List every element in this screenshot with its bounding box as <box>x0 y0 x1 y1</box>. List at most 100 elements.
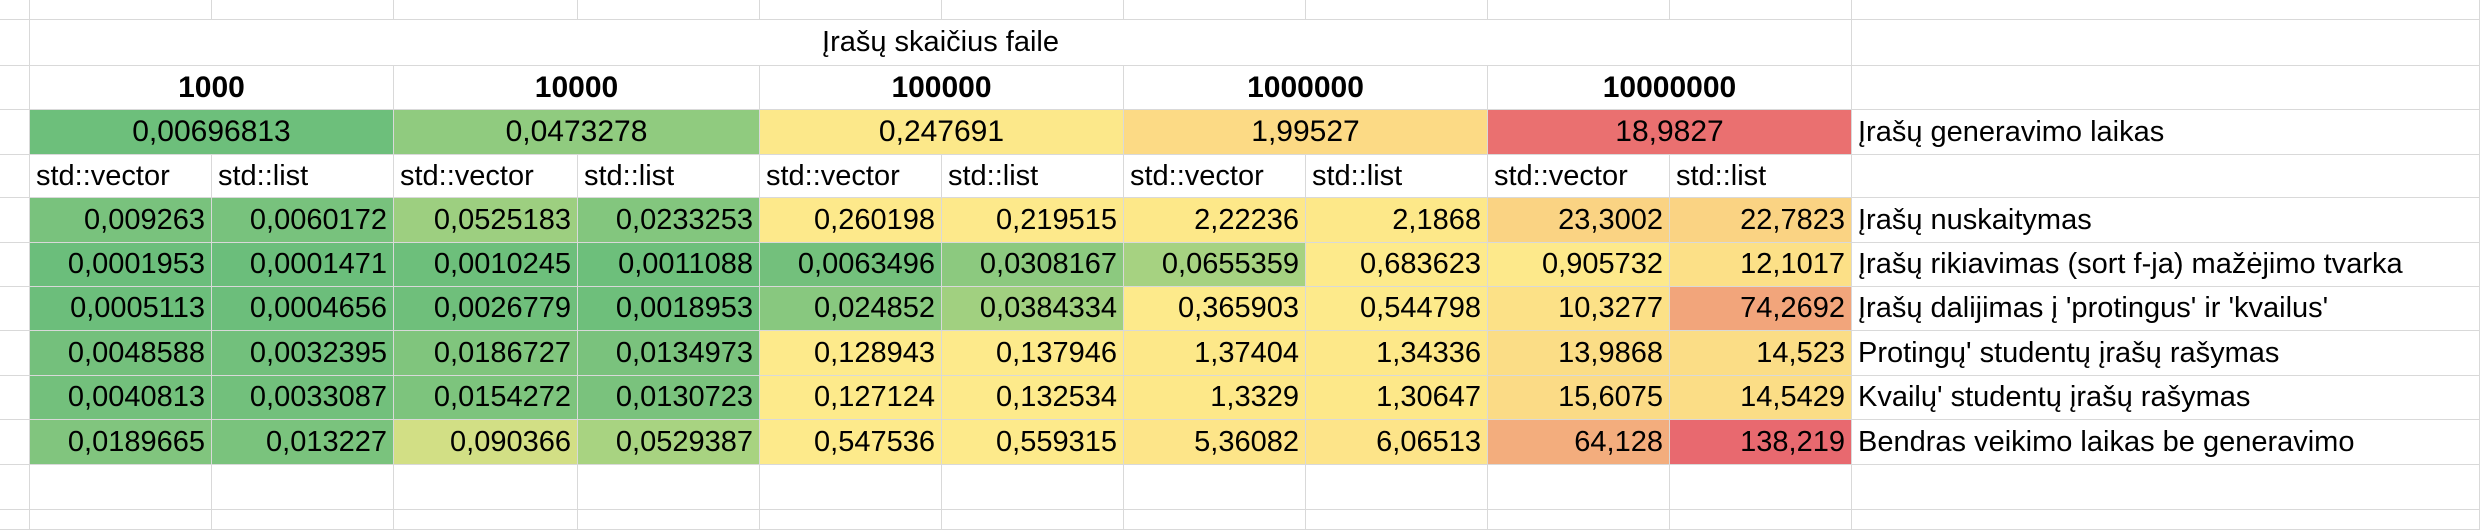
row-label[interactable]: Protingų' studentų įrašų rašymas <box>1852 331 2480 376</box>
empty-cell[interactable] <box>1670 465 1852 510</box>
empty-cell[interactable] <box>760 510 942 530</box>
data-cell[interactable]: 0,0018953 <box>578 287 760 331</box>
size-header[interactable]: 1000000 <box>1124 66 1488 110</box>
container-header[interactable]: std::vector <box>1124 155 1306 198</box>
data-cell[interactable]: 0,0189665 <box>30 420 212 465</box>
empty-cell[interactable] <box>0 20 30 66</box>
empty-cell[interactable] <box>1306 510 1488 530</box>
data-cell[interactable]: 0,0186727 <box>394 331 578 376</box>
empty-cell[interactable] <box>1852 66 2480 110</box>
container-header[interactable]: std::vector <box>1488 155 1670 198</box>
empty-cell[interactable] <box>30 0 212 20</box>
data-cell[interactable]: 22,7823 <box>1670 198 1852 243</box>
empty-cell[interactable] <box>394 510 578 530</box>
generation-cell[interactable]: 0,247691 <box>760 110 1124 155</box>
data-cell[interactable]: 0,009263 <box>30 198 212 243</box>
generation-label[interactable]: Įrašų generavimo laikas <box>1852 110 2480 155</box>
empty-cell[interactable] <box>0 465 30 510</box>
data-cell[interactable]: 0,0525183 <box>394 198 578 243</box>
data-cell[interactable]: 0,559315 <box>942 420 1124 465</box>
container-header[interactable]: std::vector <box>760 155 942 198</box>
size-header[interactable]: 100000 <box>760 66 1124 110</box>
data-cell[interactable]: 0,547536 <box>760 420 942 465</box>
empty-cell[interactable] <box>1124 510 1306 530</box>
empty-cell[interactable] <box>942 465 1124 510</box>
data-cell[interactable]: 0,219515 <box>942 198 1124 243</box>
data-cell[interactable]: 1,30647 <box>1306 376 1488 420</box>
empty-cell[interactable] <box>1124 0 1306 20</box>
generation-cell[interactable]: 0,00696813 <box>30 110 394 155</box>
container-header[interactable]: std::vector <box>394 155 578 198</box>
empty-cell[interactable] <box>212 0 394 20</box>
empty-cell[interactable] <box>1306 465 1488 510</box>
data-cell[interactable]: 0,544798 <box>1306 287 1488 331</box>
data-cell[interactable]: 0,0005113 <box>30 287 212 331</box>
empty-cell[interactable] <box>0 376 30 420</box>
data-cell[interactable]: 2,1868 <box>1306 198 1488 243</box>
data-cell[interactable]: 0,0026779 <box>394 287 578 331</box>
empty-cell[interactable] <box>942 510 1124 530</box>
empty-cell[interactable] <box>0 287 30 331</box>
data-cell[interactable]: 64,128 <box>1488 420 1670 465</box>
data-cell[interactable]: 0,0308167 <box>942 243 1124 287</box>
empty-cell[interactable] <box>212 510 394 530</box>
empty-cell[interactable] <box>0 510 30 530</box>
data-cell[interactable]: 74,2692 <box>1670 287 1852 331</box>
empty-cell[interactable] <box>30 510 212 530</box>
empty-cell[interactable] <box>578 510 760 530</box>
data-cell[interactable]: 0,013227 <box>212 420 394 465</box>
empty-cell[interactable] <box>1488 510 1670 530</box>
data-cell[interactable]: 0,0060172 <box>212 198 394 243</box>
generation-cell[interactable]: 1,99527 <box>1124 110 1488 155</box>
data-cell[interactable]: 0,0011088 <box>578 243 760 287</box>
size-header[interactable]: 10000000 <box>1488 66 1852 110</box>
empty-cell[interactable] <box>1124 465 1306 510</box>
data-cell[interactable]: 0,0001471 <box>212 243 394 287</box>
data-cell[interactable]: 0,0063496 <box>760 243 942 287</box>
data-cell[interactable]: 2,22236 <box>1124 198 1306 243</box>
data-cell[interactable]: 0,0154272 <box>394 376 578 420</box>
data-cell[interactable]: 0,024852 <box>760 287 942 331</box>
empty-cell[interactable] <box>0 198 30 243</box>
data-cell[interactable]: 1,37404 <box>1124 331 1306 376</box>
data-cell[interactable]: 14,5429 <box>1670 376 1852 420</box>
size-header[interactable]: 10000 <box>394 66 760 110</box>
empty-cell[interactable] <box>0 0 30 20</box>
data-cell[interactable]: 23,3002 <box>1488 198 1670 243</box>
empty-cell[interactable] <box>0 110 30 155</box>
empty-cell[interactable] <box>1852 155 2480 198</box>
data-cell[interactable]: 12,1017 <box>1670 243 1852 287</box>
empty-cell[interactable] <box>1852 465 2480 510</box>
data-cell[interactable]: 0,260198 <box>760 198 942 243</box>
empty-cell[interactable] <box>0 243 30 287</box>
container-header[interactable]: std::list <box>942 155 1124 198</box>
data-cell[interactable]: 0,0134973 <box>578 331 760 376</box>
data-cell[interactable]: 0,0033087 <box>212 376 394 420</box>
data-cell[interactable]: 0,0130723 <box>578 376 760 420</box>
container-header[interactable]: std::list <box>212 155 394 198</box>
empty-cell[interactable] <box>0 66 30 110</box>
data-cell[interactable]: 138,219 <box>1670 420 1852 465</box>
empty-cell[interactable] <box>0 155 30 198</box>
empty-cell[interactable] <box>1488 465 1670 510</box>
data-cell[interactable]: 0,0655359 <box>1124 243 1306 287</box>
empty-cell[interactable] <box>394 465 578 510</box>
data-cell[interactable]: 0,0001953 <box>30 243 212 287</box>
empty-cell[interactable] <box>578 465 760 510</box>
row-label[interactable]: Įrašų nuskaitymas <box>1852 198 2480 243</box>
empty-cell[interactable] <box>1852 0 2480 20</box>
data-cell[interactable]: 14,523 <box>1670 331 1852 376</box>
container-header[interactable]: std::vector <box>30 155 212 198</box>
data-cell[interactable]: 0,132534 <box>942 376 1124 420</box>
data-cell[interactable]: 0,0032395 <box>212 331 394 376</box>
empty-cell[interactable] <box>1670 510 1852 530</box>
empty-cell[interactable] <box>394 0 578 20</box>
empty-cell[interactable] <box>760 0 942 20</box>
empty-cell[interactable] <box>760 465 942 510</box>
empty-cell[interactable] <box>1852 510 2480 530</box>
data-cell[interactable]: 1,3329 <box>1124 376 1306 420</box>
data-cell[interactable]: 6,06513 <box>1306 420 1488 465</box>
row-label[interactable]: Bendras veikimo laikas be generavimo <box>1852 420 2480 465</box>
empty-cell[interactable] <box>1488 0 1670 20</box>
data-cell[interactable]: 0,0040813 <box>30 376 212 420</box>
